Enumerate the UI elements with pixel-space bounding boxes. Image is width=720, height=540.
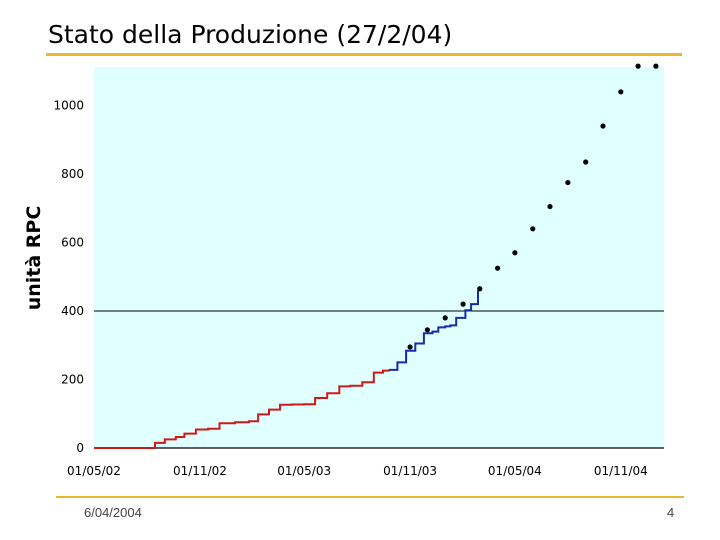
y-tick-label: 0 [76, 441, 84, 455]
y-tick-label: 200 [61, 373, 84, 387]
footer-underline [56, 496, 684, 498]
scatter-point [460, 301, 466, 307]
scatter-point [635, 63, 641, 69]
x-tick-label: 01/05/04 [488, 464, 542, 478]
x-tick-label: 01/05/02 [67, 464, 121, 478]
x-tick-label: 01/11/04 [594, 464, 648, 478]
scatter-point [512, 250, 518, 256]
series-line-0 [94, 369, 390, 449]
scatter-point [653, 63, 659, 69]
slide-title: Stato della Produzione (27/2/04) [48, 20, 453, 49]
series-layer [94, 63, 659, 449]
x-tick-label: 01/05/03 [277, 464, 331, 478]
footer-date: 6/04/2004 [84, 505, 142, 520]
scatter-point [565, 179, 571, 186]
scatter-point [583, 159, 589, 165]
y-axis-label: unità RPC [23, 206, 45, 311]
scatter-point [477, 286, 483, 292]
y-tick-label: 800 [61, 167, 84, 181]
y-axis-ticks: 0 200 400 600 800 1000 [53, 99, 664, 455]
x-axis-ticks: 01/05/02 01/11/02 01/05/03 01/11/03 01/05/04… [67, 464, 648, 478]
scatter-point [530, 226, 536, 232]
y-tick-label: 600 [61, 236, 84, 250]
y-tick-label: 400 [61, 304, 84, 318]
plot-area [94, 67, 664, 448]
title-underline [46, 53, 682, 56]
scatter-point [424, 327, 430, 333]
scatter-point [442, 315, 448, 321]
scatter-point [600, 123, 606, 129]
y-tick-label: 1000 [53, 99, 84, 113]
series-line-1 [388, 290, 479, 371]
scatter-point [407, 344, 413, 350]
scatter-point [495, 265, 501, 271]
x-tick-label: 01/11/03 [383, 464, 437, 478]
page-number: 4 [667, 505, 675, 520]
x-tick-label: 01/11/02 [173, 464, 227, 478]
scatter-point [547, 203, 553, 210]
scatter-point [618, 89, 624, 95]
